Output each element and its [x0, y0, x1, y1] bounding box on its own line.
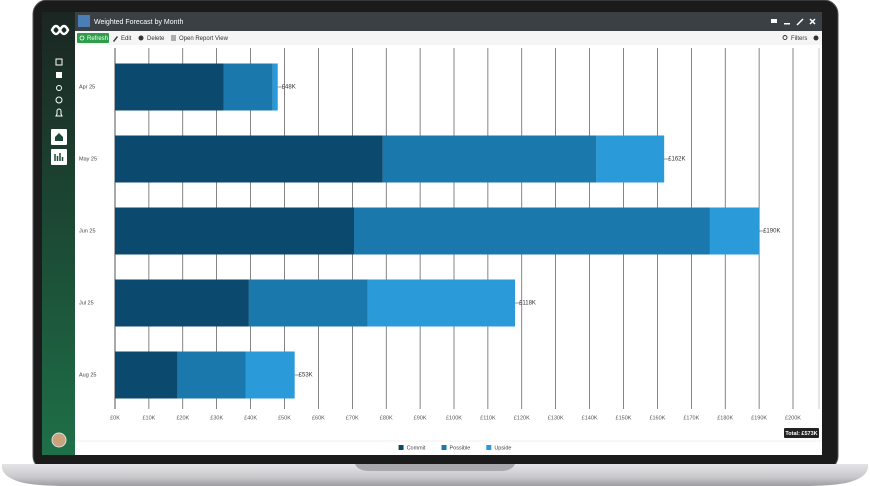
y-tick-label: Aug 25 [79, 372, 96, 378]
title-bar [75, 12, 822, 31]
x-tick-label: £90K [414, 415, 427, 421]
total-box [784, 428, 819, 438]
x-tick-label: £60K [312, 415, 325, 421]
y-tick-label: Jul 25 [79, 300, 94, 306]
x-tick-label: £190K [751, 415, 767, 421]
laptop-base [1, 464, 869, 486]
sidebar-icon[interactable] [55, 108, 63, 117]
edit-button[interactable]: Edit [121, 36, 132, 42]
total-text: Total: £573K [785, 431, 817, 437]
filters-icon [782, 35, 788, 40]
avatar[interactable] [51, 432, 67, 448]
y-tick-label: Apr 25 [79, 84, 95, 90]
sidebar-icon[interactable] [56, 85, 62, 91]
delete-icon [138, 35, 144, 41]
filters-button[interactable]: Filters [791, 36, 807, 42]
pin-button[interactable] [771, 19, 777, 23]
bar-segment [223, 63, 273, 111]
logo [50, 24, 70, 36]
x-tick-label: £170K [683, 415, 699, 421]
total-label: £53K [299, 373, 313, 379]
x-tick-label: £0K [110, 415, 120, 421]
bar-segment [248, 279, 368, 327]
edit-icon [113, 36, 118, 42]
x-tick-label: £110K [480, 415, 496, 421]
bar-segment [382, 135, 597, 183]
x-tick-label: £200K [785, 415, 801, 421]
window-controls [771, 18, 816, 26]
bar-segment [596, 135, 665, 183]
window-title: Weighted Forecast by Month [94, 19, 183, 26]
bar-segment [245, 351, 295, 399]
report-icon [171, 35, 176, 41]
bar-segment [115, 279, 249, 327]
sidebar-icon[interactable] [55, 58, 63, 66]
home-icon [55, 133, 63, 141]
legend-label: Commit [407, 445, 426, 451]
chart: £0K £10K £20K £30K £40K £50K £60K £70K £80K £90K £… [75, 48, 822, 451]
x-tick-label: £10K [142, 415, 155, 421]
x-tick-label: £80K [380, 415, 393, 421]
total-label: £190K [763, 229, 780, 235]
x-tick-label: £70K [346, 415, 359, 421]
reports-button[interactable] [51, 149, 67, 165]
window-icon [78, 15, 90, 27]
legend-swatch [441, 445, 447, 450]
x-tick-label: £140K [582, 415, 598, 421]
bar-segment [353, 207, 710, 255]
legend-swatch [486, 445, 492, 450]
total-label: £118K [519, 301, 536, 307]
x-tick-label: £100K [446, 415, 462, 421]
sidebar-icon[interactable] [55, 96, 63, 104]
x-tick-label: £120K [514, 415, 530, 421]
bar-segment [709, 207, 760, 255]
toolbar [75, 31, 822, 45]
refresh-icon [79, 35, 85, 41]
delete-button[interactable]: Delete [147, 36, 165, 42]
expand-button[interactable] [796, 18, 804, 26]
close-button[interactable] [809, 18, 816, 25]
total-label: £162K [668, 157, 685, 163]
x-tick-label: £50K [278, 415, 291, 421]
x-tick-label: £150K [616, 415, 632, 421]
refresh-button[interactable] [77, 33, 109, 43]
reports-icon [54, 153, 64, 161]
x-tick-label: £20K [176, 415, 189, 421]
x-tick-label: £160K [649, 415, 665, 421]
x-tick-label: £40K [244, 415, 257, 421]
bar-segment [367, 279, 516, 327]
open-report-view-button[interactable]: Open Report View [179, 36, 229, 42]
legend-label: Possible [450, 445, 471, 451]
total-label: £48K [282, 85, 296, 91]
x-tick-label: £30K [210, 415, 223, 421]
x-tick-label: £130K [548, 415, 564, 421]
sidebar [42, 12, 75, 455]
bar-segment [115, 351, 178, 399]
sidebar-icon[interactable] [56, 72, 62, 78]
legend: Commit Possible Upside [75, 440, 822, 451]
laptop-notch [355, 464, 515, 471]
bar-segment [115, 135, 383, 183]
legend-label: Upside [494, 445, 511, 451]
y-tick-label: Jun 25 [79, 228, 96, 234]
bar-segment [177, 351, 246, 399]
legend-swatch [398, 445, 404, 450]
bar-segment [115, 207, 354, 255]
minimize-button[interactable] [784, 23, 790, 25]
y-tick-label: May 25 [79, 156, 97, 162]
refresh-label: Refresh [87, 36, 108, 42]
info-button[interactable] [813, 35, 819, 41]
x-tick-label: £180K [717, 415, 733, 421]
bar-segment [272, 63, 278, 111]
bar-segment [115, 63, 224, 111]
